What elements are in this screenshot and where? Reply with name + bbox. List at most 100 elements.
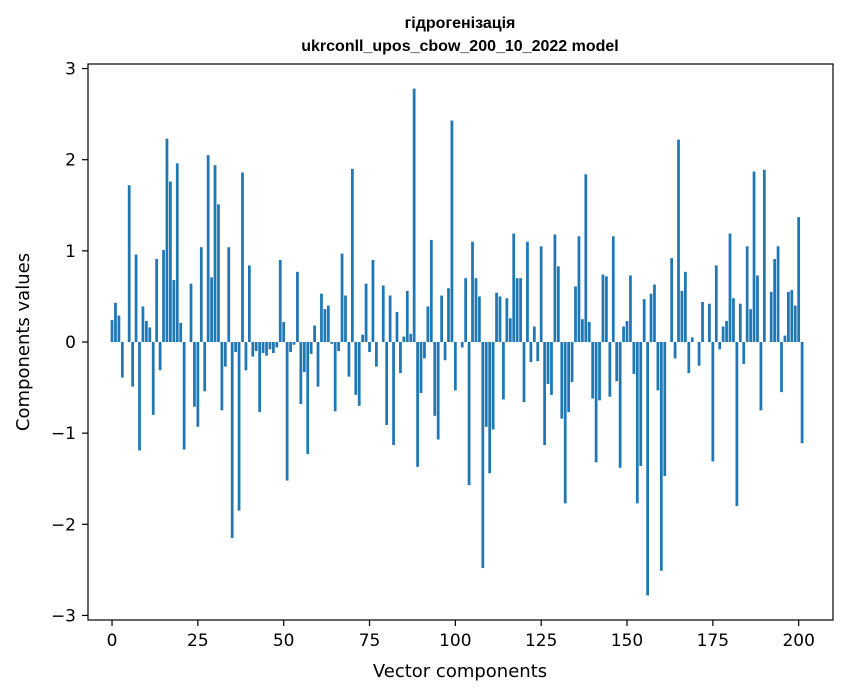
bar xyxy=(144,321,148,342)
bar xyxy=(402,336,406,342)
bar xyxy=(409,333,413,342)
bar xyxy=(505,298,509,342)
bar xyxy=(577,236,581,342)
bar xyxy=(330,342,334,344)
bar xyxy=(206,155,210,342)
bar xyxy=(450,120,454,342)
bar xyxy=(550,342,553,395)
bar xyxy=(223,342,227,367)
bar xyxy=(247,265,251,342)
bar xyxy=(670,258,674,342)
x-tick-label: 125 xyxy=(525,631,557,651)
bar xyxy=(275,342,279,348)
bar xyxy=(244,342,248,371)
x-tick-label: 50 xyxy=(273,631,295,651)
bar xyxy=(725,321,728,342)
bar xyxy=(608,342,612,397)
bar xyxy=(162,249,165,342)
bar xyxy=(790,290,794,342)
bar xyxy=(440,295,443,342)
bar xyxy=(361,334,365,342)
bar xyxy=(605,276,608,342)
bar xyxy=(447,288,450,342)
bar xyxy=(302,342,306,373)
bar xyxy=(165,138,169,342)
bar xyxy=(728,233,732,342)
bar xyxy=(282,321,286,342)
bar xyxy=(735,342,739,507)
bar xyxy=(611,236,615,342)
bar xyxy=(471,241,474,342)
bar xyxy=(258,342,262,413)
bar xyxy=(615,342,619,382)
bar xyxy=(649,293,653,342)
bar xyxy=(467,342,471,486)
bar xyxy=(453,342,457,391)
bar xyxy=(337,342,340,352)
plot-area xyxy=(110,88,804,596)
bar xyxy=(419,342,423,394)
bar xyxy=(416,342,419,467)
bar xyxy=(433,342,437,416)
bar xyxy=(687,342,691,373)
bar xyxy=(787,291,790,342)
bar xyxy=(474,278,478,342)
bar xyxy=(622,326,625,342)
bar xyxy=(519,278,522,342)
bar xyxy=(375,342,378,367)
y-tick-label: −3 xyxy=(51,606,76,626)
bar xyxy=(481,342,485,569)
bar xyxy=(783,335,787,342)
bar xyxy=(797,217,801,342)
bar xyxy=(217,204,220,342)
bar xyxy=(677,139,680,342)
bar xyxy=(131,342,135,387)
bar xyxy=(529,342,533,363)
bar xyxy=(684,271,687,342)
bar xyxy=(526,241,529,342)
x-tick-label: 175 xyxy=(697,631,729,651)
bar xyxy=(169,181,172,342)
bar xyxy=(278,259,282,342)
bar xyxy=(234,342,237,353)
bar xyxy=(412,88,416,342)
bar xyxy=(498,296,502,342)
y-tick-label: 2 xyxy=(65,151,76,171)
bar xyxy=(663,342,667,476)
x-axis-ticks: 0 25 50 75 100 125 150 175 200 xyxy=(107,620,815,651)
bar xyxy=(629,275,632,342)
bar xyxy=(323,309,327,342)
bar xyxy=(371,259,375,342)
bar xyxy=(563,342,567,504)
bar xyxy=(182,342,186,450)
bar xyxy=(659,342,663,571)
bar xyxy=(364,283,368,342)
bar xyxy=(560,342,564,419)
bar xyxy=(553,234,557,342)
bar xyxy=(155,259,159,342)
y-tick-label: 0 xyxy=(65,333,76,353)
y-tick-label: 1 xyxy=(65,242,76,262)
bar xyxy=(405,290,409,342)
bar xyxy=(436,342,440,440)
bar xyxy=(601,274,605,342)
bar xyxy=(793,305,797,342)
bar xyxy=(491,342,495,430)
bar xyxy=(460,342,464,348)
bar xyxy=(653,284,656,342)
bar xyxy=(488,342,492,474)
bar xyxy=(745,246,749,342)
bar xyxy=(210,277,213,342)
bar xyxy=(268,342,272,350)
bar xyxy=(134,254,138,342)
bar xyxy=(742,342,746,364)
bar xyxy=(189,283,193,342)
bar xyxy=(426,306,430,342)
bar xyxy=(484,342,488,427)
y-axis-label: Components values xyxy=(13,253,34,431)
bar xyxy=(522,342,526,403)
bar xyxy=(598,342,601,401)
bar xyxy=(114,302,117,342)
bar xyxy=(773,259,777,342)
bar xyxy=(536,342,540,362)
